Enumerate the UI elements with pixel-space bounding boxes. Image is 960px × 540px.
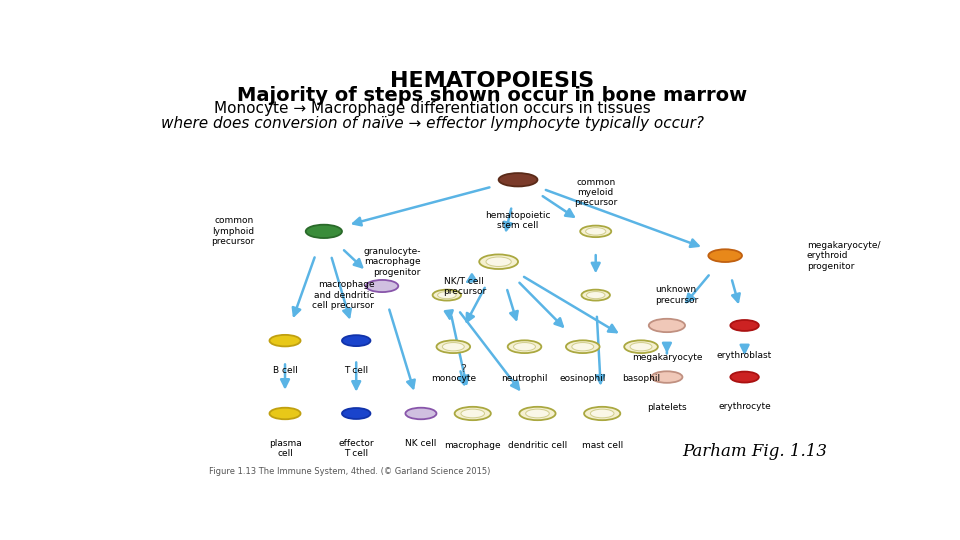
Text: common
lymphoid
precursor: common lymphoid precursor	[210, 217, 254, 246]
Text: megakaryocyte/
erythroid
progenitor: megakaryocyte/ erythroid progenitor	[806, 241, 880, 271]
Text: where does conversion of naïve → effector lymphocyte typically occur?: where does conversion of naïve → effecto…	[161, 116, 704, 131]
Ellipse shape	[270, 408, 300, 419]
Text: NK cell: NK cell	[405, 439, 437, 448]
Text: Parham Fig. 1.13: Parham Fig. 1.13	[682, 443, 827, 460]
Ellipse shape	[342, 408, 371, 419]
Ellipse shape	[438, 292, 456, 299]
Ellipse shape	[443, 342, 465, 351]
Ellipse shape	[437, 340, 470, 353]
Ellipse shape	[366, 280, 398, 292]
Text: Majority of steps shown occur in bone marrow: Majority of steps shown occur in bone ma…	[237, 85, 747, 105]
Ellipse shape	[514, 342, 536, 351]
Text: neutrophil: neutrophil	[501, 374, 548, 383]
Ellipse shape	[508, 340, 541, 353]
Ellipse shape	[708, 249, 742, 262]
Ellipse shape	[433, 289, 461, 301]
Ellipse shape	[584, 407, 620, 420]
Text: eosinophil: eosinophil	[560, 374, 606, 383]
Text: megakaryocyte: megakaryocyte	[632, 353, 702, 362]
Ellipse shape	[455, 407, 491, 420]
Text: platelets: platelets	[647, 402, 686, 411]
Ellipse shape	[731, 372, 758, 382]
Text: plasma
cell: plasma cell	[269, 439, 301, 458]
Ellipse shape	[566, 340, 600, 353]
Text: basophil: basophil	[622, 374, 660, 383]
Text: Figure 1.13 The Immune System, 4thed. (© Garland Science 2015): Figure 1.13 The Immune System, 4thed. (©…	[209, 468, 491, 476]
Ellipse shape	[624, 340, 658, 353]
Ellipse shape	[590, 409, 614, 418]
Text: monocyte: monocyte	[431, 374, 476, 383]
Ellipse shape	[405, 408, 437, 419]
Ellipse shape	[305, 225, 342, 238]
Text: hematopoietic
stem cell: hematopoietic stem cell	[486, 211, 551, 230]
Ellipse shape	[519, 407, 556, 420]
Ellipse shape	[498, 173, 538, 186]
Ellipse shape	[630, 342, 652, 351]
Ellipse shape	[526, 409, 549, 418]
Text: dendritic cell: dendritic cell	[508, 441, 567, 450]
Ellipse shape	[461, 409, 485, 418]
Ellipse shape	[270, 335, 300, 346]
Ellipse shape	[580, 226, 612, 237]
Text: erythrocyte: erythrocyte	[718, 402, 771, 411]
Text: NK/T cell
precursor: NK/T cell precursor	[444, 276, 487, 296]
Text: erythroblast: erythroblast	[717, 350, 772, 360]
Ellipse shape	[586, 228, 606, 235]
Text: B cell: B cell	[273, 366, 298, 375]
Text: granulocyte-
macrophage
progenitor: granulocyte- macrophage progenitor	[364, 247, 420, 276]
Ellipse shape	[731, 320, 758, 331]
Text: macrophage
and dendritic
cell precursor: macrophage and dendritic cell precursor	[312, 280, 374, 310]
Text: common
myeloid
precursor: common myeloid precursor	[574, 178, 617, 207]
Text: Monocyte → Macrophage differentiation occurs in tissues: Monocyte → Macrophage differentiation oc…	[214, 102, 651, 117]
Text: HEMATOPOIESIS: HEMATOPOIESIS	[390, 71, 594, 91]
Text: effector
T cell: effector T cell	[339, 438, 374, 458]
Ellipse shape	[582, 289, 610, 301]
Text: T cell: T cell	[344, 366, 369, 375]
Ellipse shape	[479, 254, 518, 269]
Ellipse shape	[649, 319, 685, 332]
Ellipse shape	[486, 257, 512, 266]
Text: ?: ?	[460, 364, 466, 374]
Ellipse shape	[342, 335, 371, 346]
Text: macrophage: macrophage	[444, 441, 501, 450]
Ellipse shape	[652, 372, 683, 383]
Ellipse shape	[587, 292, 605, 299]
Ellipse shape	[572, 342, 593, 351]
Text: mast cell: mast cell	[582, 441, 623, 450]
Text: unknown
precursor: unknown precursor	[656, 286, 699, 305]
